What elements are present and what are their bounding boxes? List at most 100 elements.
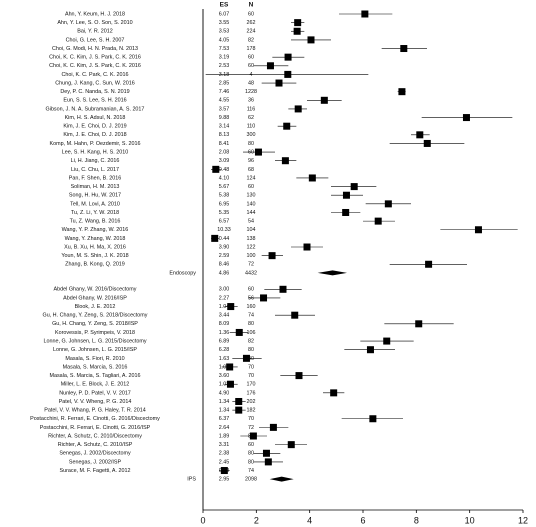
- effect-square: [374, 217, 382, 225]
- n-value: 4432: [245, 270, 257, 276]
- es-value: 6.28: [219, 347, 230, 353]
- es-value: 1.34: [219, 399, 230, 405]
- effect-square: [260, 294, 268, 302]
- study-label: Lonne, G. Johnsen, L. G. 2015/Discectomy: [43, 338, 146, 344]
- study-label: Li, H. Jiang, C. 2016: [71, 158, 120, 164]
- study-label: Ahn, Y. Keum, H. J. 2018: [65, 11, 125, 17]
- es-value: 3.09: [219, 158, 230, 164]
- n-value: 74: [248, 313, 254, 319]
- study-label: Abdel Ghany, W. 2016/Discectomy: [54, 287, 137, 293]
- es-value: 1.89: [219, 433, 230, 439]
- study-label: Liu, C. Chu, L. 2017: [71, 167, 119, 173]
- es-value: 1.63: [219, 356, 230, 362]
- n-value: 262: [247, 20, 256, 26]
- es-header: ES: [220, 2, 229, 9]
- study-label: Ahn, Y. Lee, S. O. Son, S. 2010: [57, 20, 132, 26]
- es-value: 3.00: [219, 287, 230, 293]
- effect-square: [212, 165, 220, 173]
- es-value: 5.35: [219, 210, 230, 216]
- es-value: 3.53: [219, 29, 230, 35]
- es-value: 3.55: [219, 20, 230, 26]
- summary-diamond: [269, 476, 294, 482]
- n-value: 82: [248, 338, 254, 344]
- study-label: Komp, M. Hahn, P. Oezdemir, S. 2016: [50, 141, 141, 147]
- effect-square: [254, 148, 262, 156]
- study-label: Gibson, J. N. A. Subramanian, A. S. 2017: [46, 106, 145, 112]
- effect-square: [366, 346, 374, 354]
- x-tick-label: 4: [307, 515, 312, 525]
- n-value: 80: [248, 321, 254, 327]
- effect-square: [235, 406, 243, 414]
- study-label: Patel, V. V. Wheng, P. G. 2014: [59, 399, 132, 405]
- study-label: Wang, Y. P. Zhang, W. 2016: [62, 227, 129, 233]
- effect-square: [262, 449, 270, 457]
- study-label: Richter, A. Schutz, C. 2010/ISP: [58, 442, 133, 448]
- effect-square: [307, 36, 315, 44]
- es-value: 3.19: [219, 55, 230, 61]
- effect-square: [227, 303, 235, 311]
- study-label: Pan, F. Shen, B. 2016: [69, 175, 121, 181]
- effect-square: [383, 337, 391, 345]
- n-value: 70: [248, 373, 254, 379]
- n-value: 56: [248, 295, 254, 301]
- es-value: 1.03: [219, 382, 230, 388]
- study-label: Abdel Ghany, W. 2016/ISP: [63, 295, 127, 301]
- effect-square: [235, 397, 243, 405]
- es-value: 4.55: [219, 98, 230, 104]
- study-label: Masala, S. Marcia, S. 2016: [63, 364, 128, 370]
- es-value: 2.95: [219, 477, 230, 483]
- x-tick-label: 0: [200, 515, 205, 525]
- es-value: 8.46: [219, 262, 230, 268]
- n-value: 60: [248, 287, 254, 293]
- n-value: 70: [248, 416, 254, 422]
- effect-square: [384, 200, 392, 208]
- n-value: 36: [248, 98, 254, 104]
- es-value: 4.86: [219, 270, 230, 276]
- es-value: 9.88: [219, 115, 230, 121]
- study-label: Choi, G. Modi, H. N. Prada, N. 2013: [52, 46, 138, 52]
- study-label: Eun, S. S. Lee, S. H. 2016: [63, 98, 126, 104]
- effect-square: [291, 311, 299, 319]
- n-value: 80: [248, 141, 254, 147]
- n-value: 60: [248, 55, 254, 61]
- study-label: Chung, J. Kang, C. Sun, W. 2016: [55, 80, 134, 86]
- n-value: 60: [248, 63, 254, 69]
- es-value: 6.89: [219, 338, 230, 344]
- n-value: 124: [247, 175, 256, 181]
- study-label: Kim, H. S. Adsul, N. 2018: [65, 115, 126, 121]
- study-label: Bai, Y. R. 2012: [77, 29, 112, 35]
- n-value: 300: [247, 132, 256, 138]
- effect-square: [342, 208, 350, 216]
- n-value: 60: [248, 184, 254, 190]
- effect-square: [269, 423, 277, 431]
- study-label: Tell, M. Lovi, A. 2010: [70, 201, 120, 207]
- es-value: 3.31: [219, 442, 230, 448]
- x-tick-label: 2: [254, 515, 259, 525]
- study-label: Surace, M. F. Fagetti, A. 2012: [59, 468, 130, 474]
- study-label: Blook, J. E. 2012: [75, 304, 116, 310]
- effect-square: [284, 70, 292, 78]
- n-value: 100: [247, 253, 256, 259]
- n-value: 80: [248, 347, 254, 353]
- n-value: 2098: [245, 477, 257, 483]
- es-value: 1.34: [219, 408, 230, 414]
- study-label: Gu, H. Chang, Y. Zeng, S. 2018/ISP: [52, 321, 138, 327]
- study-label: Senegas, J. 2002/Discectomy: [59, 451, 131, 457]
- study-label: Choi, K. C. Kim, J. S. Park, C. K. 2016: [49, 63, 141, 69]
- effect-square: [284, 53, 292, 61]
- es-value: 2.59: [219, 253, 230, 259]
- n-value: 182: [247, 408, 256, 414]
- effect-square: [474, 226, 482, 234]
- es-value: 1.04: [219, 304, 230, 310]
- study-label: Dey, P. C. Nanda, S. N. 2019: [60, 89, 129, 95]
- effect-square: [423, 139, 431, 147]
- x-tick-label: 10: [465, 515, 475, 525]
- es-value: 5.38: [219, 193, 230, 199]
- effect-square: [242, 354, 250, 362]
- es-value: 10.33: [217, 227, 231, 233]
- effect-square: [361, 10, 369, 18]
- es-value: 8.41: [219, 141, 230, 147]
- x-tick-label: 12: [518, 515, 528, 525]
- effect-square: [303, 243, 311, 251]
- n-value: 110: [247, 124, 256, 130]
